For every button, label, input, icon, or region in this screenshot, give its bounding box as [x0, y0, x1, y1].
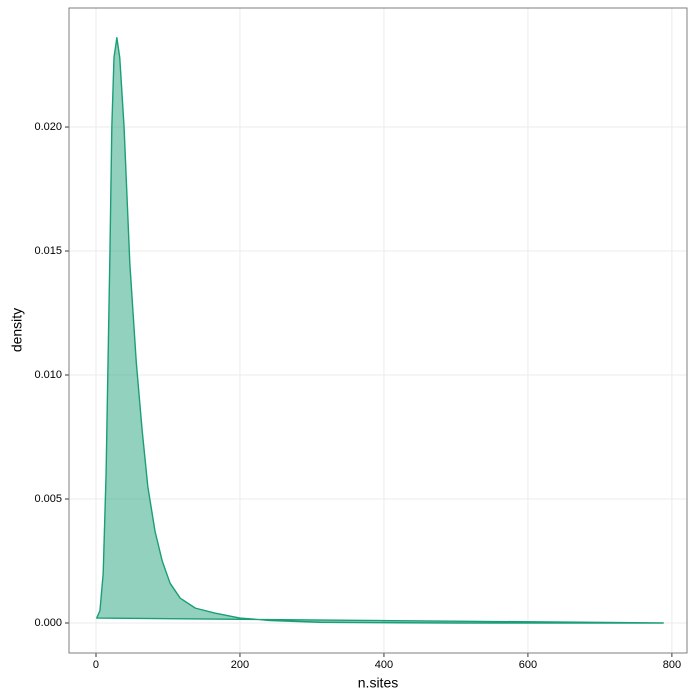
density-area [96, 37, 664, 624]
x-tick-label: 800 [663, 659, 681, 671]
x-axis-title: n.sites [358, 675, 398, 691]
y-tick-label: 0.005 [34, 493, 62, 505]
y-tick-label: 0.010 [34, 369, 62, 381]
y-tick-label: 0.020 [34, 121, 62, 133]
x-tick-label: 400 [375, 659, 393, 671]
plot-panel [69, 8, 687, 653]
panel-border [68, 7, 688, 654]
y-tick-label: 0.015 [34, 245, 62, 257]
y-tick-label: 0.000 [34, 617, 62, 629]
x-tick-label: 600 [519, 659, 537, 671]
x-tick-label: 0 [93, 659, 99, 671]
x-tick-label: 200 [231, 659, 249, 671]
y-axis-title: density [9, 308, 25, 352]
